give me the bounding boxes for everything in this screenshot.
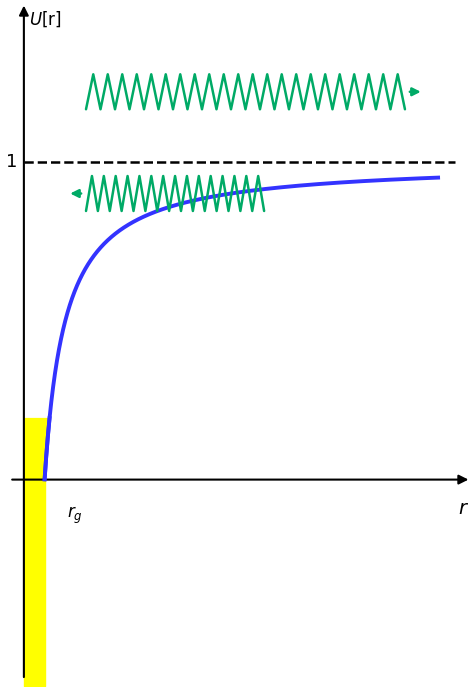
Text: $1$: $1$ [5,153,17,171]
Text: $r_g$: $r_g$ [67,505,83,526]
Text: $U$[r]: $U$[r] [29,9,62,29]
Text: $r$: $r$ [458,499,469,517]
